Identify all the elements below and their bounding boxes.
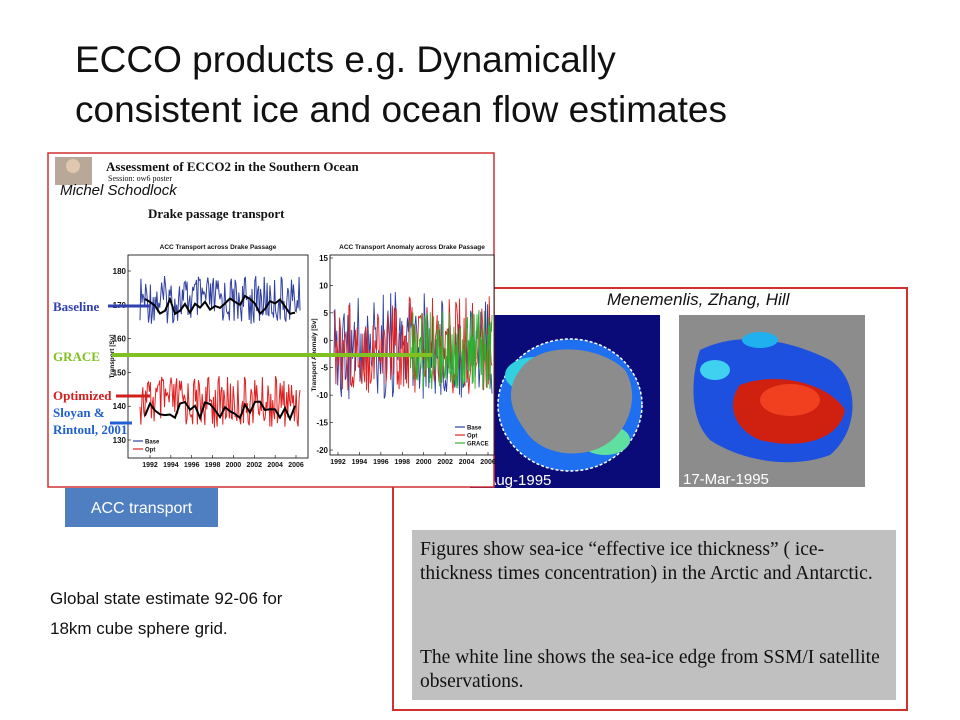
smoothed-trace <box>144 400 296 422</box>
x-tick-label: 1992 <box>330 459 346 466</box>
photo-face <box>66 159 80 173</box>
x-tick-label: 1998 <box>394 459 410 466</box>
y-tick-label: -15 <box>316 419 328 428</box>
arctic-map: 17-Mar-1995 <box>679 315 865 488</box>
note: 18km cube sphere grid. <box>50 619 228 638</box>
caption-box <box>65 488 218 527</box>
y-tick-label: -10 <box>316 391 328 400</box>
slide-title: consistent ice and ocean flow estimates <box>75 89 727 130</box>
y-tick-label: 15 <box>319 254 328 263</box>
x-tick-label: 2000 <box>226 462 242 469</box>
x-tick-label: 2006 <box>480 459 496 466</box>
x-tick-label: 2004 <box>459 459 475 466</box>
note: Global state estimate 92-06 for <box>50 589 283 608</box>
x-tick-label: 2002 <box>246 462 262 469</box>
x-tick-label: 2006 <box>288 462 304 469</box>
series-trace <box>333 296 493 394</box>
x-tick-label: 1998 <box>205 462 221 469</box>
paragraph: The white line shows the sea-ice edge fr… <box>420 647 880 692</box>
x-tick-label: 1994 <box>163 462 179 469</box>
y-tick-label: 150 <box>113 368 127 377</box>
x-tick-label: 1996 <box>373 459 389 466</box>
y-tick-label: 5 <box>324 309 329 318</box>
label-baseline: Baseline <box>53 299 99 314</box>
authors: Menemenlis, Zhang, Hill <box>607 290 791 309</box>
poster-session: Session: ow6 poster <box>108 174 172 183</box>
y-tick-label: 140 <box>113 402 127 411</box>
y-tick-label: -20 <box>316 446 328 455</box>
y-tick-label: 10 <box>319 281 328 290</box>
label-optimized: Optimized <box>53 388 112 403</box>
x-tick-label: 2004 <box>267 462 283 469</box>
antarctic-map: 6-Aug-1995 <box>470 315 660 489</box>
x-tick-label: 2002 <box>437 459 453 466</box>
label-sloyan: Rintoul, 2001 <box>53 422 127 437</box>
legend-label: Base <box>145 440 160 446</box>
x-tick-label: 2000 <box>416 459 432 466</box>
text-box <box>412 530 896 700</box>
legend-label: GRACE <box>467 442 489 448</box>
y-tick-label: 160 <box>113 335 127 344</box>
x-tick-label: 1992 <box>142 462 158 469</box>
y-tick-label: 180 <box>113 267 127 276</box>
legend-label: Opt <box>145 448 155 454</box>
label-grace: GRACE <box>53 349 100 364</box>
y-tick-label: 0 <box>324 336 329 345</box>
caption: ACC transport <box>91 500 193 517</box>
poster-title: Assessment of ECCO2 in the Southern Ocea… <box>106 159 360 174</box>
legend-label: Opt <box>467 434 477 440</box>
legend-label: Base <box>467 426 482 432</box>
poster-heading: Drake passage transport <box>148 206 285 221</box>
chart-title: ACC Transport Anomaly across Drake Passa… <box>339 244 485 251</box>
x-tick-label: 1996 <box>184 462 200 469</box>
series-trace <box>409 310 493 390</box>
y-tick-label: 130 <box>113 436 127 445</box>
chart-title: ACC Transport across Drake Passage <box>160 244 277 251</box>
smoothed-trace <box>144 294 296 316</box>
y-tick-label: -5 <box>321 364 329 373</box>
author: Michel Schodlock <box>60 182 178 199</box>
slide-title: ECCO products e.g. Dynamically <box>75 39 616 80</box>
x-tick-label: 1994 <box>352 459 368 466</box>
paragraph: Figures show sea-ice “effective ice thic… <box>420 539 873 584</box>
map-date: 17-Mar-1995 <box>683 471 769 488</box>
label-sloyan: Sloyan & <box>53 405 105 420</box>
